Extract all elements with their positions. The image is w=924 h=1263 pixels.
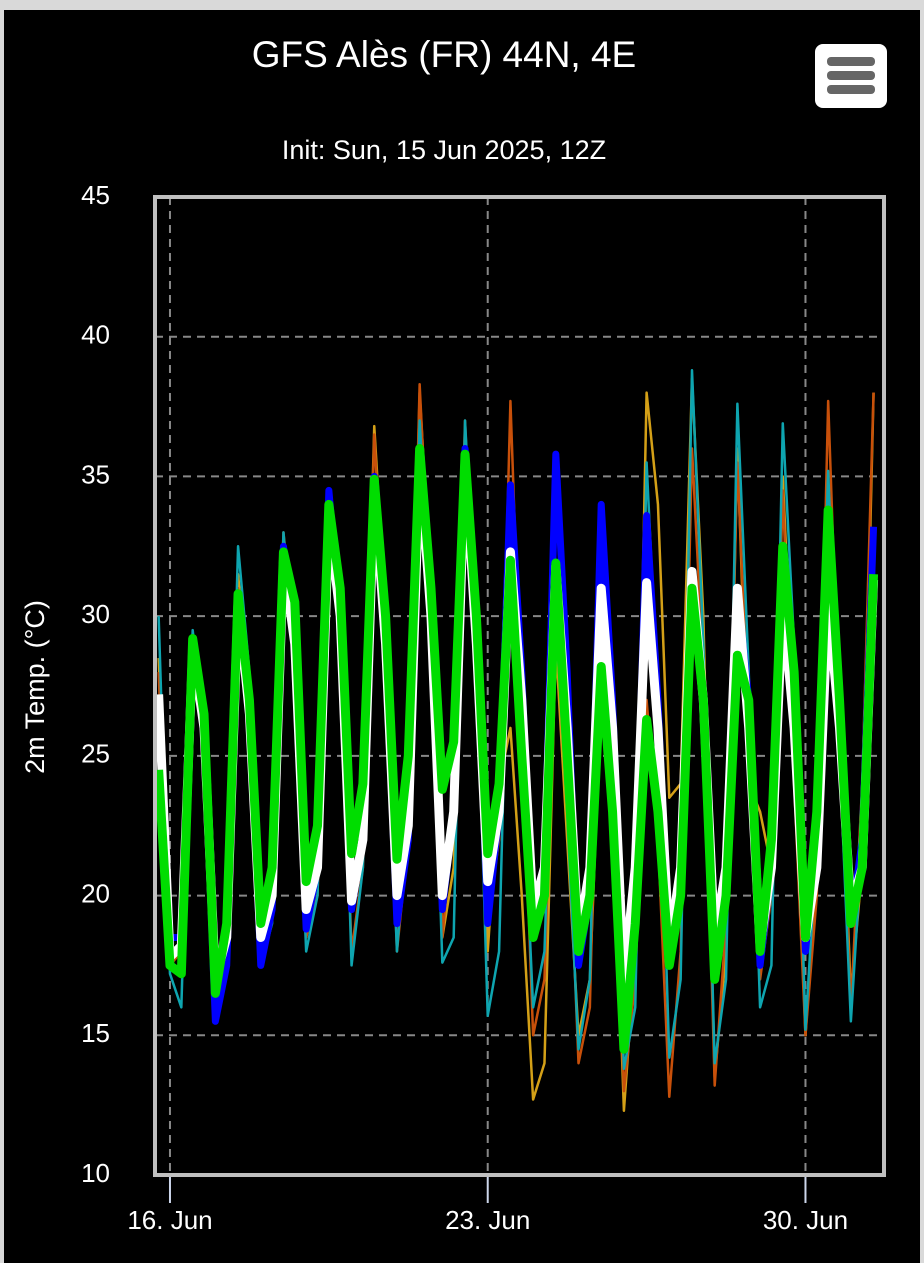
x-tick-label: 23. Jun [445, 1205, 530, 1235]
chart-title: GFS Alès (FR) 44N, 4E [252, 34, 637, 75]
y-axis-title: 2m Temp. (°C) [20, 600, 50, 774]
y-tick-label: 40 [81, 320, 110, 350]
y-tick-label: 35 [81, 459, 110, 489]
y-tick-label: 45 [81, 180, 110, 210]
series-line [155, 443, 879, 1054]
series-line [157, 377, 875, 1112]
plot-frame [153, 195, 886, 1177]
y-tick-label: 25 [81, 739, 110, 769]
x-tick-label: 30. Jun [763, 1205, 848, 1235]
y-tick-label: 15 [81, 1018, 110, 1048]
y-tick-label: 10 [81, 1158, 110, 1188]
y-tick-label: 20 [81, 878, 110, 908]
menu-button[interactable] [815, 44, 887, 108]
y-tick-label: 30 [81, 599, 110, 629]
x-tick-label: 16. Jun [127, 1205, 212, 1235]
series-line [157, 382, 875, 1099]
chart-subtitle: Init: Sun, 15 Jun 2025, 12Z [282, 135, 606, 165]
